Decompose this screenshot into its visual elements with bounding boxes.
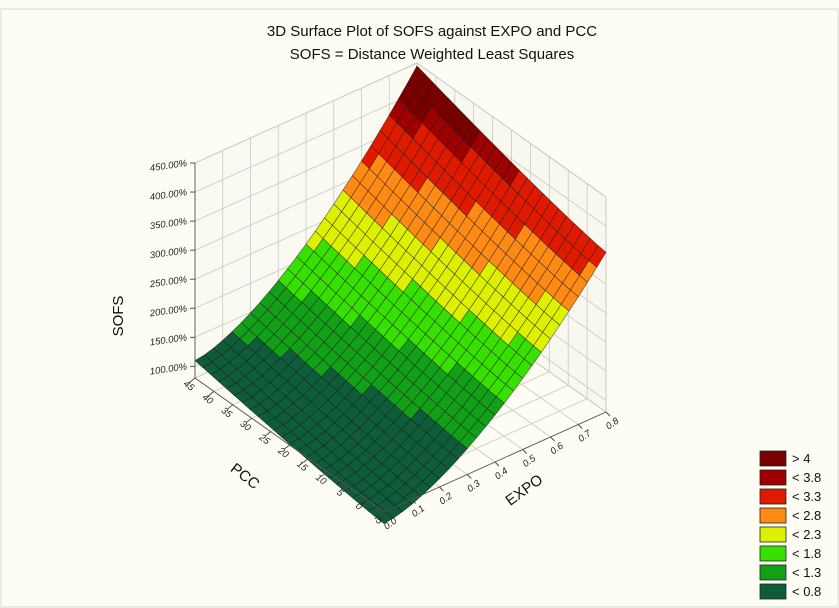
y-tick: [227, 404, 234, 410]
z-tick-label: 150.00%: [149, 332, 188, 348]
y-tick: [189, 377, 196, 383]
y-tick: [322, 471, 328, 477]
chart-frame: [0, 8, 839, 608]
x-tick: [605, 411, 611, 417]
legend-swatch: [759, 469, 787, 486]
legend-label: < 0.8: [792, 584, 821, 599]
legend-label: < 3.8: [792, 470, 821, 485]
surface-cell: [375, 511, 394, 524]
surface-mesh: [194, 65, 607, 524]
x-tick: [550, 436, 555, 442]
z-tick-label: 450.00%: [149, 158, 188, 174]
x-tick: [439, 486, 444, 492]
axes: 100.00% 150.00% 200.00% 250.00% 300.00% 350.0…: [148, 158, 622, 532]
legend-swatch: [759, 450, 787, 467]
z-tick-label: 350.00%: [149, 216, 188, 232]
legend-swatch: [759, 507, 787, 524]
legend-label: < 1.3: [792, 565, 821, 580]
y-tick-label: 5: [334, 487, 346, 499]
legend-label: < 2.3: [792, 527, 821, 542]
legend-label: < 1.8: [792, 546, 821, 561]
legend-label: > 4: [792, 451, 810, 466]
x-tick: [494, 461, 500, 467]
z-tick-label: 400.00%: [149, 187, 188, 203]
z-tick-label: 200.00%: [148, 303, 188, 319]
y-tick: [265, 431, 271, 436]
z-tick-label: 100.00%: [149, 361, 188, 377]
x-tick: [522, 449, 528, 454]
y-tick-label: 0: [353, 501, 365, 513]
legend: > 4 < 3.8 < 3.3 < 2.8 < 2.3 < 1.8 < 1.3 < 0.8: [759, 450, 821, 600]
x-tick: [466, 474, 472, 479]
y-tick: [303, 458, 309, 463]
grid-line: [194, 62, 607, 198]
z-tick-label: 300.00%: [149, 245, 188, 261]
legend-swatch: [759, 488, 787, 505]
chart-subtitle: SOFS = Distance Weighted Least Squares: [290, 46, 574, 63]
legend-label: < 2.8: [792, 508, 821, 523]
x-tick: [577, 424, 583, 429]
chart-title: 3D Surface Plot of SOFS against EXPO and…: [267, 23, 597, 40]
y-tick: [359, 498, 366, 503]
x-tick: [383, 511, 389, 517]
y-tick: [340, 484, 347, 490]
z-axis-title: SOFS: [110, 296, 127, 337]
z-tick-label: 250.00%: [148, 274, 188, 290]
y-tick: [246, 417, 252, 423]
legend-swatch: [759, 564, 787, 581]
y-tick: [378, 511, 385, 517]
y-tick: [208, 391, 215, 396]
x-tick: [411, 499, 417, 504]
y-tick: [284, 444, 290, 450]
legend-swatch: [759, 526, 787, 543]
legend-swatch: [759, 545, 787, 562]
legend-label: < 3.3: [792, 489, 821, 504]
legend-swatch: [759, 583, 787, 600]
